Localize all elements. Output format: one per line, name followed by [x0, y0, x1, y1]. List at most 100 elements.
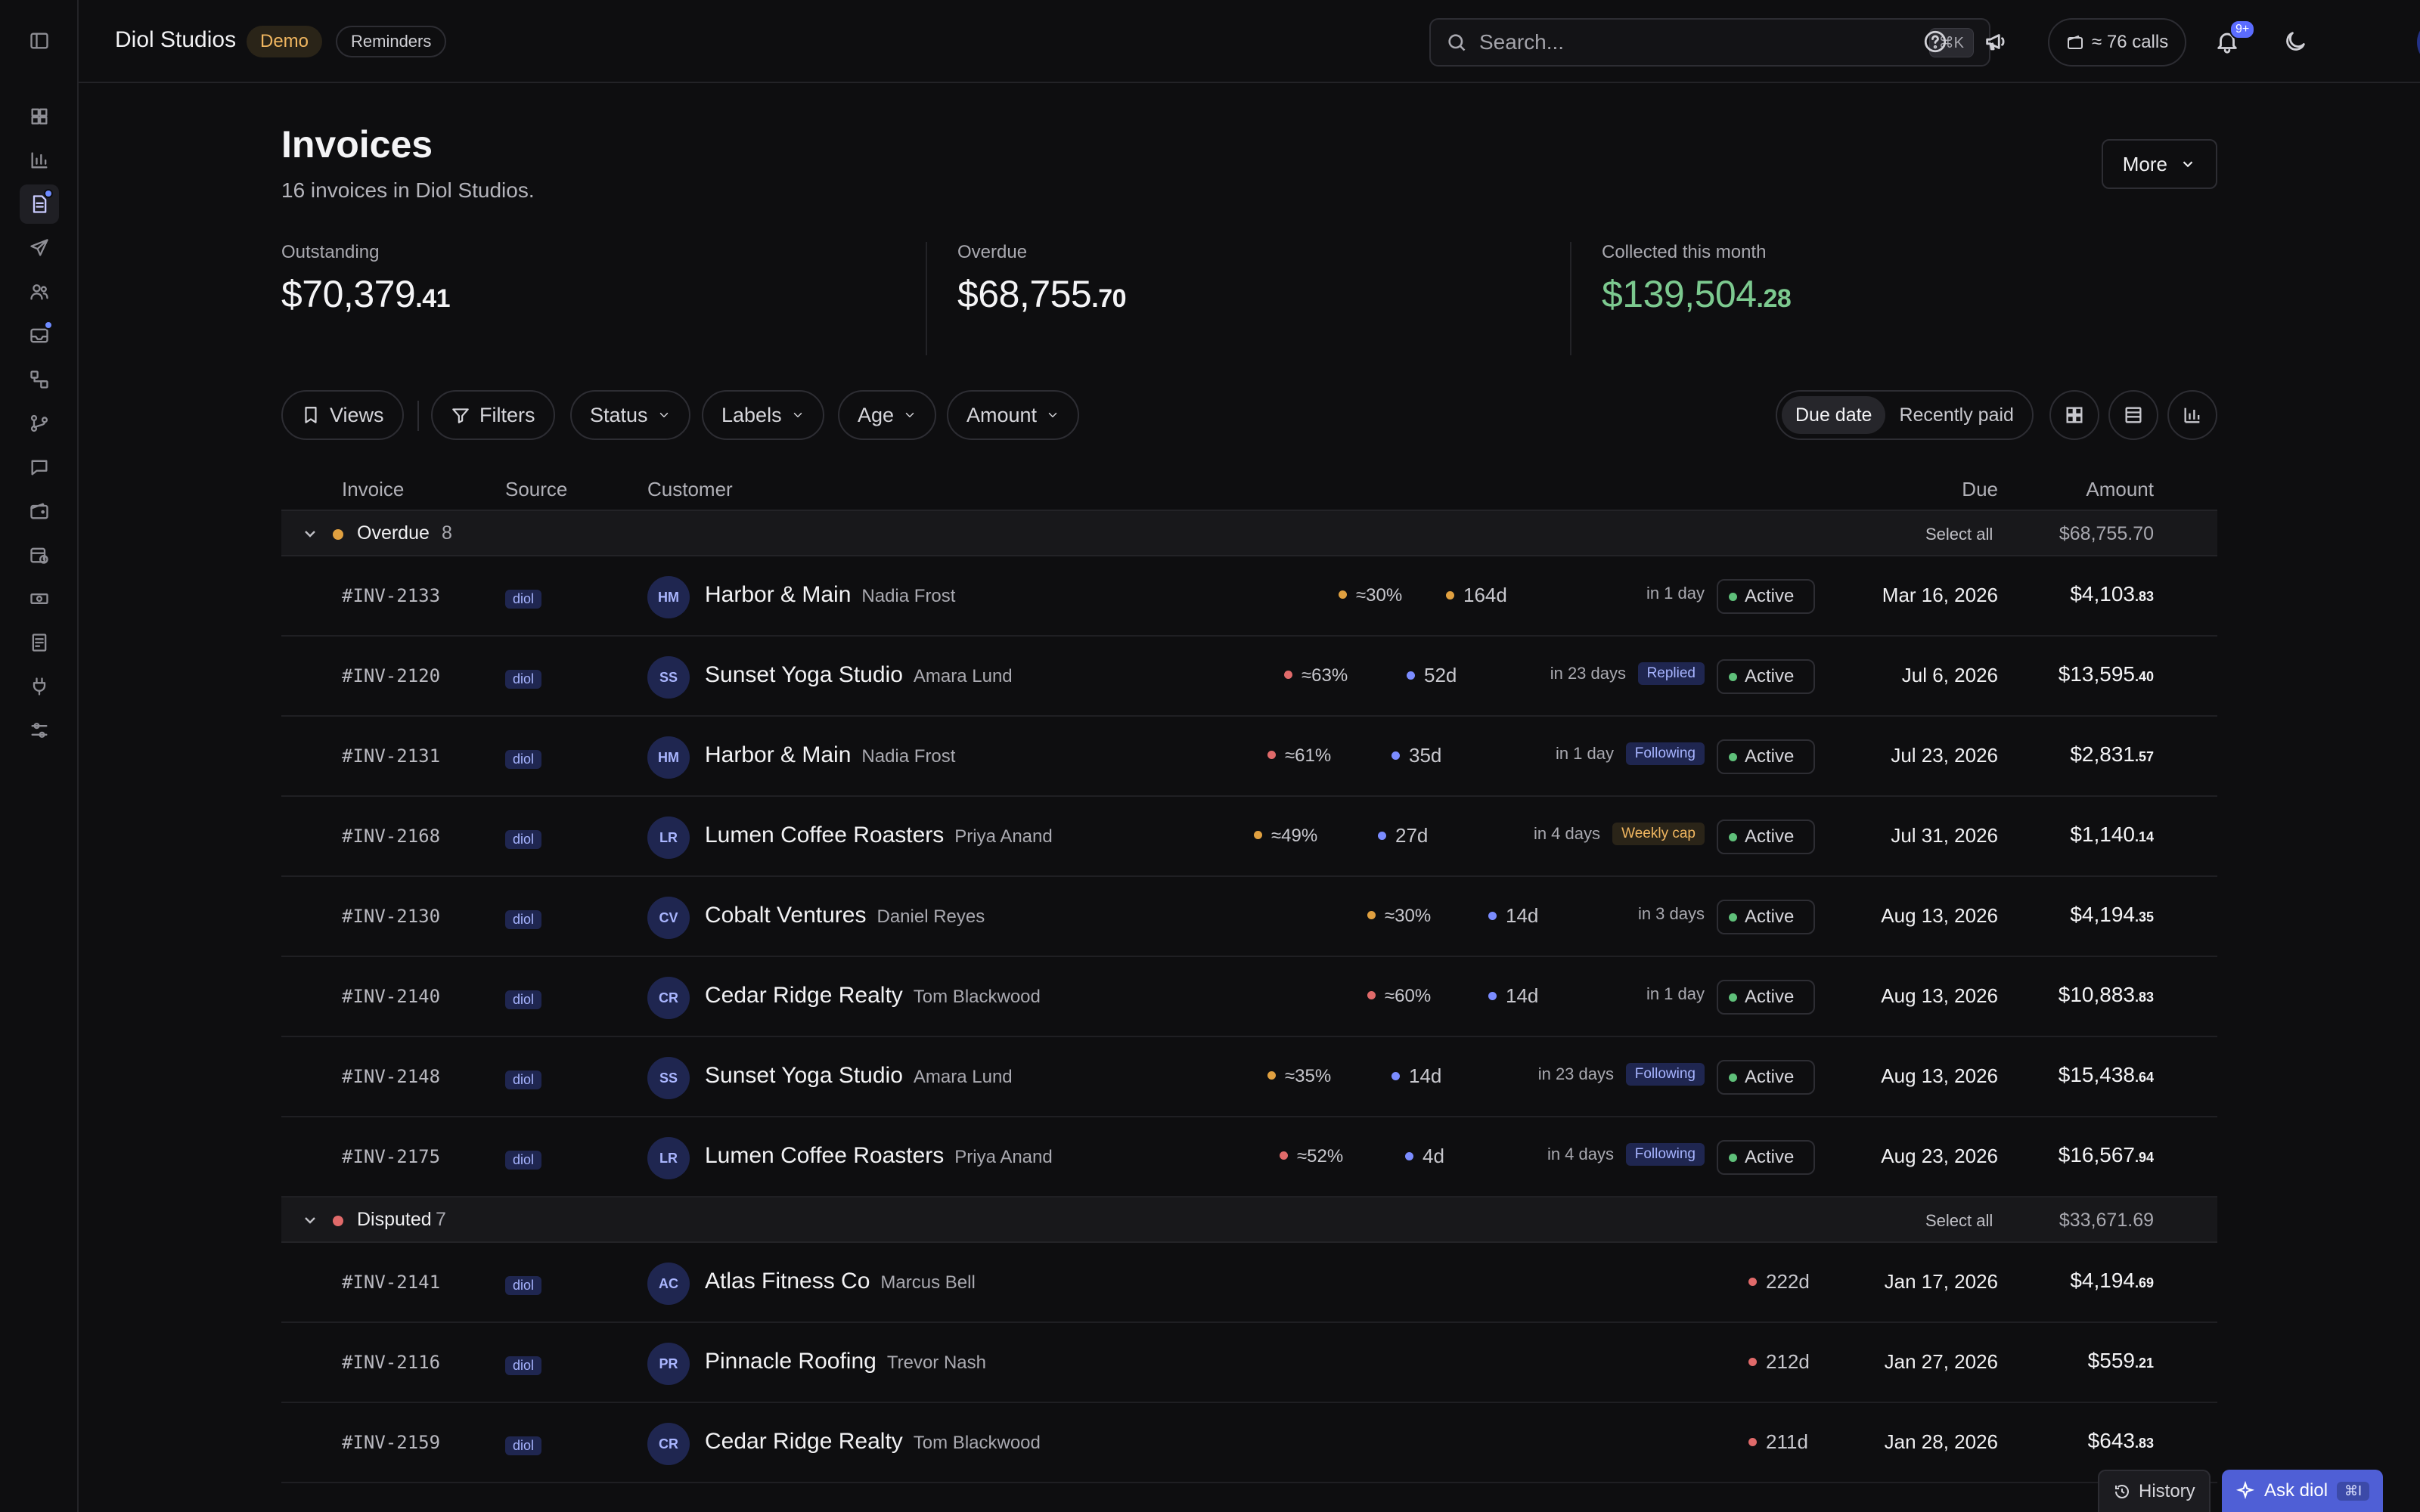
sidebar-item-analytics[interactable]: [20, 141, 59, 180]
select-all-link[interactable]: Select all: [1925, 1211, 1993, 1230]
table-row[interactable]: #INV-2131 diol HM Harbor & Main Nadia Frost ≈…: [281, 717, 2217, 797]
sidebar-item-branches[interactable]: [20, 404, 59, 443]
customer-name[interactable]: Harbor & Main Nadia Frost: [705, 742, 955, 768]
invoice-number[interactable]: #INV-2130: [342, 906, 441, 927]
ask-diol-button[interactable]: Ask diol ⌘I: [2222, 1470, 2384, 1512]
table-row[interactable]: #INV-2148 diol SS Sunset Yoga Studio Amara L…: [281, 1037, 2217, 1117]
invoice-number[interactable]: #INV-2159: [342, 1432, 441, 1453]
sidebar-item-schedule[interactable]: [20, 535, 59, 575]
table-view-button[interactable]: [2108, 390, 2158, 440]
theme-moon-icon[interactable]: [2278, 24, 2313, 59]
customer-name[interactable]: Sunset Yoga Studio Amara Lund: [705, 662, 1013, 688]
views-button[interactable]: Views: [281, 390, 404, 440]
select-all-link[interactable]: Select all: [1925, 525, 1993, 544]
user-avatar[interactable]: S: [2417, 18, 2420, 67]
search-input[interactable]: [1479, 30, 1903, 54]
table-row[interactable]: #INV-2175 diol LR Lumen Coffee Roasters Priy…: [281, 1117, 2217, 1198]
help-icon[interactable]: [1918, 24, 1953, 59]
history-button[interactable]: History: [2098, 1470, 2211, 1512]
age-dropdown[interactable]: Age: [838, 390, 937, 440]
customer-avatar: HM: [647, 576, 690, 618]
filters-button[interactable]: Filters: [431, 390, 555, 440]
customer-name[interactable]: Pinnacle Roofing Trevor Nash: [705, 1349, 986, 1374]
table-row[interactable]: #INV-2140 diol CR Cedar Ridge Realty Tom Bla…: [281, 957, 2217, 1037]
customer-name[interactable]: Cobalt Ventures Daniel Reyes: [705, 903, 985, 928]
status-badge[interactable]: Active: [1717, 980, 1815, 1015]
chevron-down-icon[interactable]: [301, 1211, 319, 1229]
status-badge[interactable]: Active: [1717, 1140, 1815, 1175]
column-source[interactable]: Source: [505, 478, 568, 500]
toggle-sidebar-icon[interactable]: [20, 21, 59, 60]
table-row[interactable]: #INV-2120 diol SS Sunset Yoga Studio Amara L…: [281, 637, 2217, 717]
sort-recently-paid[interactable]: Recently paid: [1899, 404, 2014, 426]
more-button[interactable]: More: [2101, 139, 2217, 189]
invoice-number[interactable]: #INV-2168: [342, 826, 441, 847]
invoice-number[interactable]: #INV-2131: [342, 745, 441, 767]
amount-dropdown[interactable]: Amount: [947, 390, 1080, 440]
invoice-number[interactable]: #INV-2141: [342, 1272, 441, 1293]
table-row[interactable]: #INV-2130 diol CV Cobalt Ventures Daniel Rey…: [281, 877, 2217, 957]
customer-name[interactable]: Harbor & Main Nadia Frost: [705, 582, 955, 608]
customer-name[interactable]: Lumen Coffee Roasters Priya Anand: [705, 1143, 1053, 1169]
invoice-number[interactable]: #INV-2140: [342, 986, 441, 1007]
chevron-down-icon[interactable]: [301, 525, 319, 543]
sidebar-item-receipts[interactable]: [20, 623, 59, 662]
sidebar-item-inbox[interactable]: [20, 316, 59, 355]
sidebar-item-workflows[interactable]: [20, 360, 59, 399]
probability-value: ≈30%: [1385, 906, 1432, 926]
customer-avatar: CR: [647, 1423, 690, 1465]
search-box[interactable]: ⌘K: [1429, 18, 1990, 67]
notifications-bell-icon[interactable]: 9+: [2210, 20, 2256, 59]
column-customer[interactable]: Customer: [647, 478, 733, 500]
group-header-disputed[interactable]: Disputed 7 Select all $33,671.69: [281, 1198, 2217, 1243]
status-badge[interactable]: Active: [1717, 1060, 1815, 1095]
sidebar-item-settings[interactable]: [20, 711, 59, 750]
due-date: Jul 6, 2026: [1901, 664, 1998, 686]
column-amount[interactable]: Amount: [2086, 478, 2154, 500]
invoice-number[interactable]: #INV-2133: [342, 585, 441, 606]
calls-credit-button[interactable]: ≈ 76 calls: [2048, 18, 2187, 67]
status-badge[interactable]: Active: [1717, 900, 1815, 934]
megaphone-icon[interactable]: [1978, 24, 2013, 59]
invoice-number[interactable]: #INV-2175: [342, 1146, 441, 1167]
status-badge[interactable]: Active: [1717, 659, 1815, 694]
customer-name[interactable]: Lumen Coffee Roasters Priya Anand: [705, 823, 1053, 848]
labels-dropdown[interactable]: Labels: [702, 390, 824, 440]
table-row[interactable]: #INV-2141 diol AC Atlas Fitness Co Marcus Be…: [281, 1243, 2217, 1323]
sidebar-item-payments[interactable]: [20, 579, 59, 618]
reminders-button[interactable]: Reminders: [336, 26, 447, 57]
customer-name[interactable]: Sunset Yoga Studio Amara Lund: [705, 1063, 1013, 1089]
status-badge[interactable]: Active: [1717, 739, 1815, 774]
invoice-number[interactable]: #INV-2120: [342, 665, 441, 686]
status-badge[interactable]: Active: [1717, 820, 1815, 854]
table-row[interactable]: #INV-2116 diol PR Pinnacle Roofing Trevor Na…: [281, 1323, 2217, 1403]
status-dropdown[interactable]: Status: [570, 390, 690, 440]
chart-view-button[interactable]: [2167, 390, 2217, 440]
sidebar-item-integrations[interactable]: [20, 667, 59, 706]
invoice-number[interactable]: #INV-2148: [342, 1066, 441, 1087]
workspace-name[interactable]: Diol Studios: [115, 27, 237, 52]
source-badge: diol: [505, 1276, 542, 1295]
status-badge[interactable]: Active: [1717, 579, 1815, 614]
chevron-down-icon: [793, 413, 802, 417]
sidebar-item-wallet[interactable]: [20, 491, 59, 531]
table-row[interactable]: #INV-2159 diol CR Cedar Ridge Realty Tom Bla…: [281, 1403, 2217, 1483]
column-due[interactable]: Due: [1962, 478, 1998, 500]
sidebar-item-messages[interactable]: [20, 448, 59, 487]
customer-name[interactable]: Cedar Ridge Realty Tom Blackwood: [705, 983, 1041, 1009]
amount-cents: .14: [2134, 829, 2154, 844]
table-row[interactable]: #INV-2168 diol LR Lumen Coffee Roasters Priy…: [281, 797, 2217, 877]
customer-name[interactable]: Atlas Fitness Co Marcus Bell: [705, 1269, 976, 1294]
group-header-overdue[interactable]: Overdue 8 Select all $68,755.70: [281, 511, 2217, 556]
grid-view-button[interactable]: [2049, 390, 2099, 440]
customer-name[interactable]: Cedar Ridge Realty Tom Blackwood: [705, 1429, 1041, 1455]
invoice-number[interactable]: #INV-2116: [342, 1352, 441, 1373]
sidebar-item-send[interactable]: [20, 228, 59, 268]
sidebar-item-dashboard[interactable]: [20, 97, 59, 136]
sort-due-date[interactable]: Due date: [1782, 396, 1886, 434]
column-invoice[interactable]: Invoice: [342, 478, 405, 500]
sidebar-item-customers[interactable]: [20, 272, 59, 311]
sidebar-item-invoices[interactable]: [20, 184, 59, 224]
next-reminder: in 23 days: [1537, 1064, 1614, 1083]
table-row[interactable]: #INV-2133 diol HM Harbor & Main Nadia Frost ≈…: [281, 556, 2217, 637]
